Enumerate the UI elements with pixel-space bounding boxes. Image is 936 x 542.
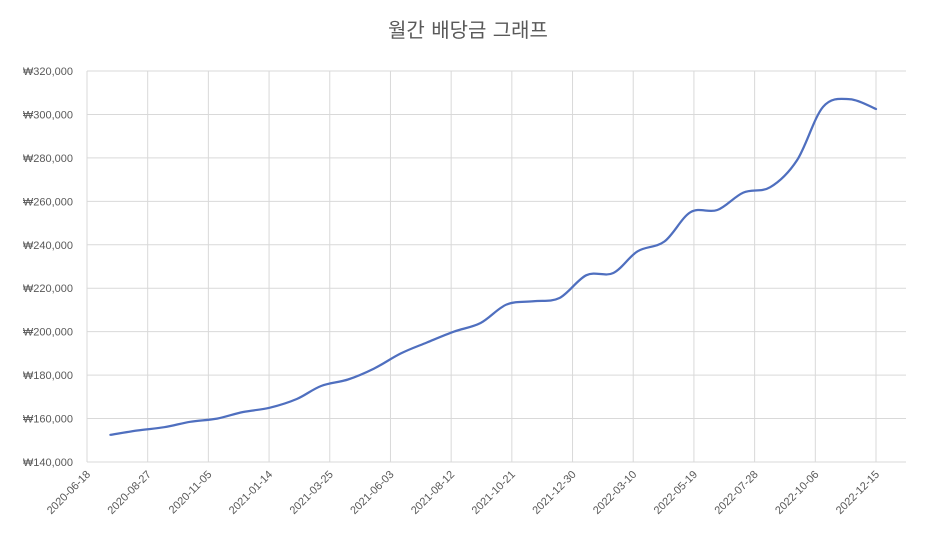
y-tick-label: ₩300,000	[23, 109, 73, 121]
x-tick-label: 2021-03-25	[288, 469, 336, 517]
x-tick-label: 2020-08-27	[106, 469, 154, 517]
data-point	[215, 417, 219, 421]
y-tick-label: ₩220,000	[23, 283, 73, 295]
data-point	[241, 410, 245, 414]
data-point	[768, 185, 772, 189]
data-point	[821, 105, 825, 109]
y-axis-ticks: ₩140,000 ₩160,000 ₩180,000 ₩200,000 ₩220,000…	[23, 66, 73, 469]
data-point	[162, 425, 166, 429]
data-point	[268, 406, 272, 410]
data-point	[505, 303, 509, 307]
data-point	[532, 299, 536, 303]
series-line	[109, 97, 878, 436]
data-point	[584, 273, 588, 277]
x-tick-label: 2021-06-03	[348, 469, 396, 517]
data-point	[662, 240, 666, 244]
series-layer	[108, 97, 878, 437]
data-point	[399, 351, 403, 355]
x-tick-label: 2022-05-19	[652, 469, 700, 517]
x-tick-label: 2020-11-05	[167, 469, 215, 517]
x-tick-label: 2021-01-14	[227, 469, 275, 517]
y-tick-label: ₩260,000	[23, 196, 73, 208]
data-point	[688, 210, 692, 214]
data-point	[741, 191, 745, 195]
data-point	[295, 397, 299, 401]
data-point	[452, 330, 456, 334]
data-point	[135, 429, 139, 433]
data-point	[346, 377, 350, 381]
data-point	[108, 433, 112, 437]
x-tick-label: 2022-07-28	[712, 469, 760, 517]
x-tick-label: 2022-12-15	[834, 469, 882, 517]
data-point	[372, 367, 376, 371]
data-point	[319, 384, 323, 388]
data-point	[636, 249, 640, 253]
x-tick-label: 2020-06-18	[45, 469, 93, 517]
x-tick-label: 2021-08-12	[409, 469, 457, 517]
data-point	[715, 208, 719, 212]
y-tick-label: ₩200,000	[23, 327, 73, 339]
data-point	[848, 97, 852, 101]
data-point	[558, 296, 562, 300]
x-tick-label: 2022-03-10	[591, 469, 639, 517]
y-tick-label: ₩140,000	[23, 457, 73, 469]
y-tick-label: ₩180,000	[23, 370, 73, 382]
chart-title: 월간 배당금 그래프	[388, 18, 548, 42]
data-point	[425, 341, 429, 345]
y-tick-label: ₩240,000	[23, 240, 73, 252]
data-point	[479, 321, 483, 325]
y-tick-label: ₩320,000	[23, 66, 73, 78]
y-tick-label: ₩280,000	[23, 153, 73, 165]
gridlines	[86, 70, 906, 463]
data-point	[188, 420, 192, 424]
data-point	[611, 271, 615, 275]
x-tick-label: 2022-10-06	[773, 469, 821, 517]
data-point	[795, 158, 799, 162]
y-tick-label: ₩160,000	[23, 414, 73, 426]
x-tick-label: 2021-10-21	[470, 469, 518, 517]
data-point	[874, 107, 878, 111]
x-axis-ticks: 2020-06-18 2020-08-27 2020-11-05 2021-01-14…	[45, 469, 882, 517]
x-tick-label: 2021-12-30	[530, 469, 578, 517]
